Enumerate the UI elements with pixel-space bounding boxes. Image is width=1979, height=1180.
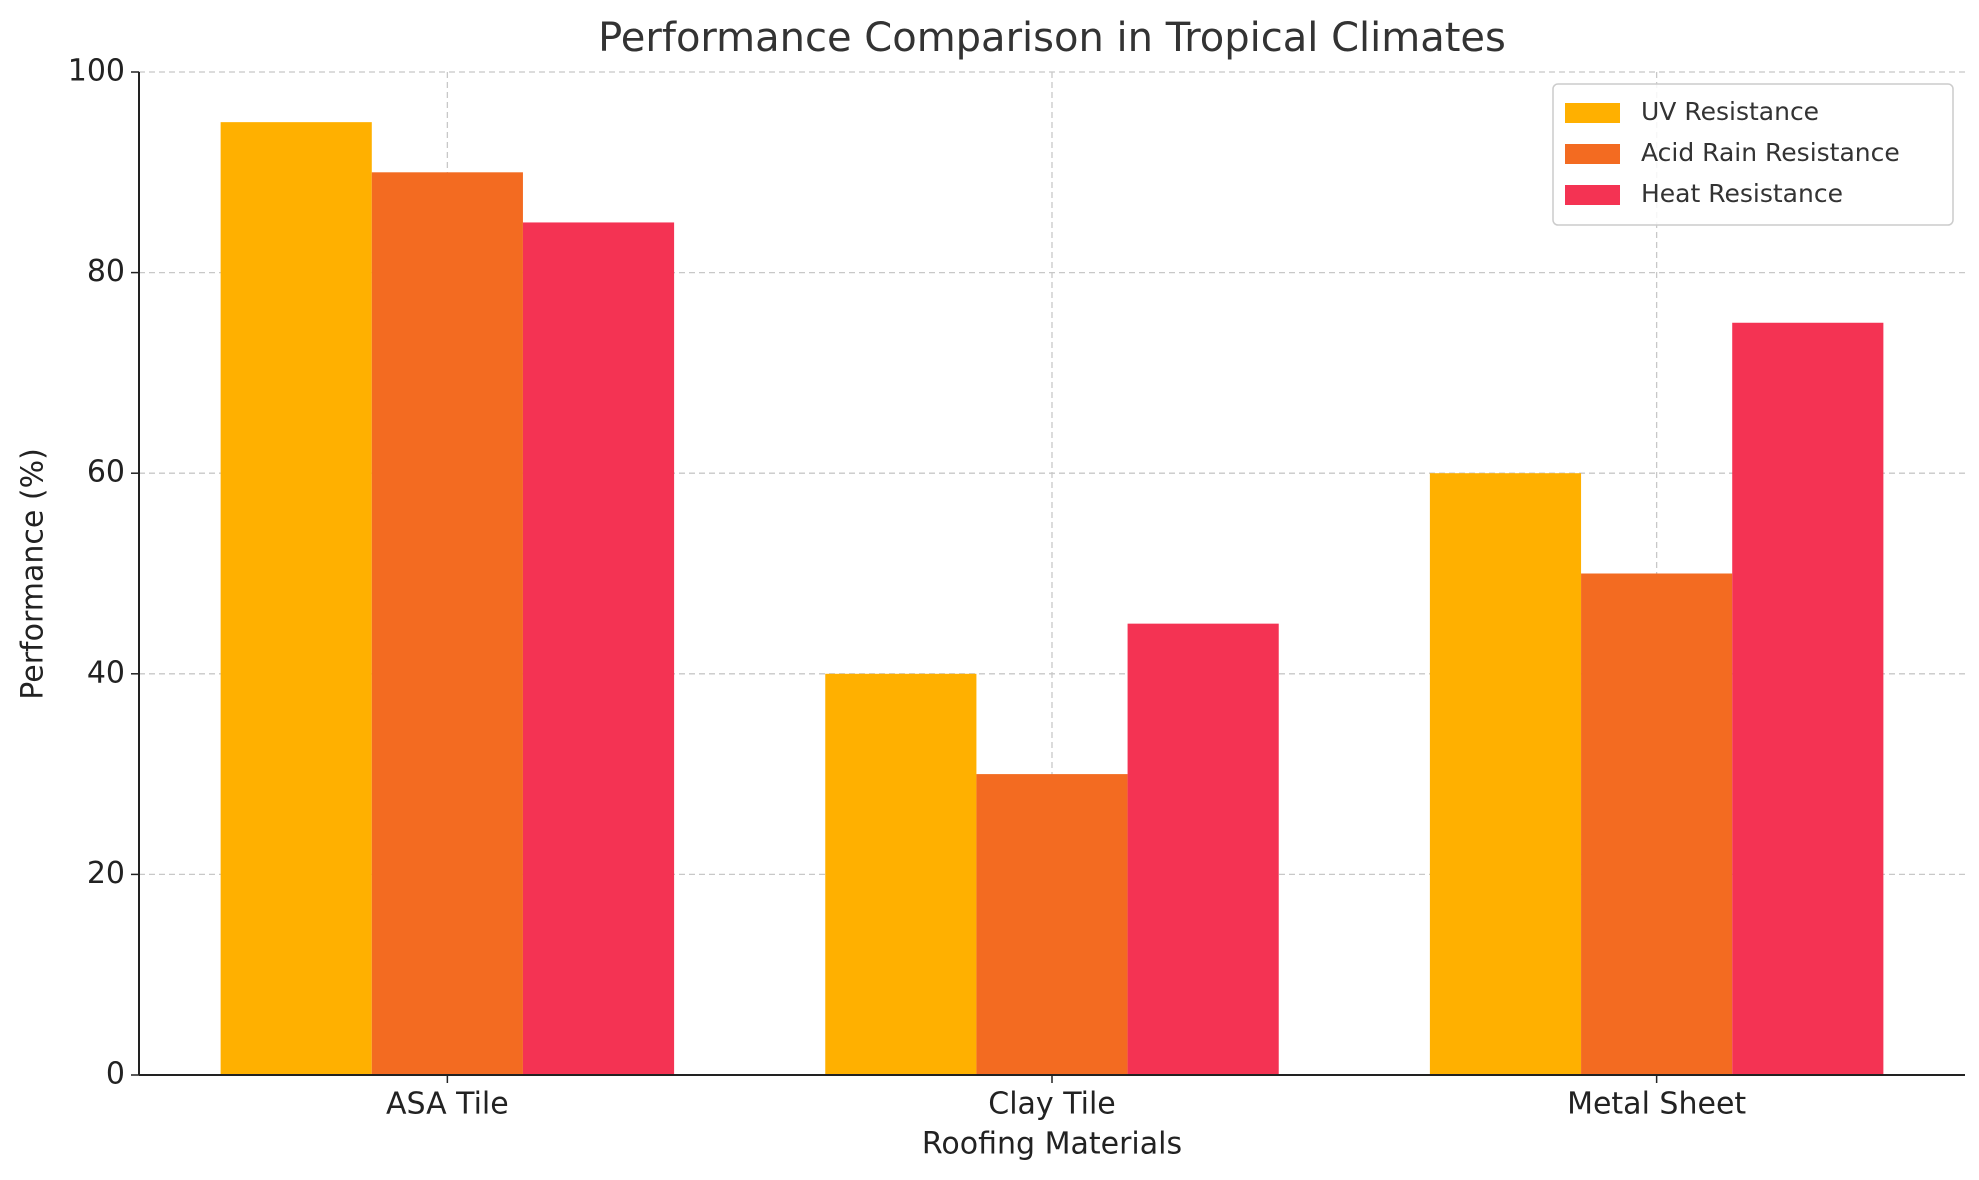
legend-swatch xyxy=(1565,144,1620,164)
bar xyxy=(1732,322,1884,1075)
chart-title: Performance Comparison in Tropical Clima… xyxy=(598,15,1506,61)
legend-swatch xyxy=(1565,103,1620,123)
y-tick-label: 20 xyxy=(87,856,125,891)
legend-swatch xyxy=(1565,185,1620,205)
y-axis-label: Performance (%) xyxy=(16,448,51,700)
bar xyxy=(1127,623,1279,1075)
bar xyxy=(522,222,675,1075)
x-tick-label: Metal Sheet xyxy=(1567,1087,1746,1122)
bar xyxy=(1581,573,1733,1075)
y-tick-label: 80 xyxy=(87,254,125,289)
axes: 0 20 40 60 80 100 ASA Tile Clay Tile Metal Sheet xyxy=(68,54,1965,1122)
legend-label: Heat Resistance xyxy=(1641,179,1843,208)
legend-label: Acid Rain Resistance xyxy=(1641,138,1900,167)
bars xyxy=(220,122,1884,1076)
x-axis-label: Roofing Materials xyxy=(922,1127,1182,1162)
bar xyxy=(825,673,977,1075)
y-tick-label: 0 xyxy=(106,1057,125,1092)
legend-label: UV Resistance xyxy=(1641,97,1819,126)
legend-box xyxy=(1552,83,1954,226)
bar xyxy=(220,122,372,1075)
y-tick-label: 60 xyxy=(87,455,125,490)
bar xyxy=(1429,473,1582,1075)
legend: UV Resistance Acid Rain Resistance Heat Re… xyxy=(1552,83,1954,226)
x-tick-label: Clay Tile xyxy=(988,1087,1116,1122)
x-tick-label: ASA Tile xyxy=(386,1087,509,1122)
y-tick-label: 100 xyxy=(68,54,125,89)
y-tick-label: 40 xyxy=(87,655,125,690)
bar xyxy=(976,774,1128,1075)
bar xyxy=(371,172,523,1076)
